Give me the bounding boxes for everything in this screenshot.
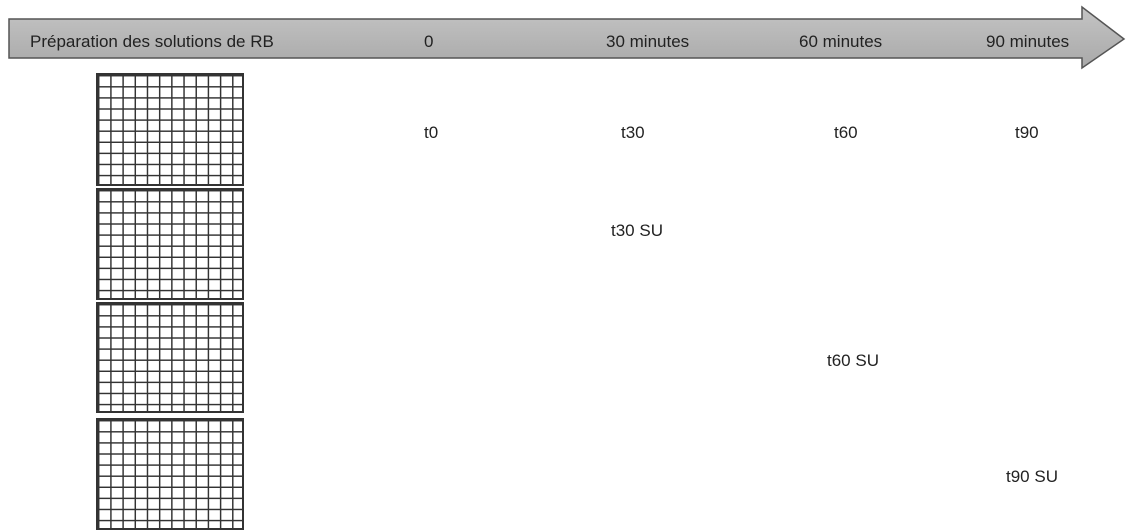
timeline-tick-90: 90 minutes bbox=[986, 32, 1070, 51]
sample-label-t0: t0 bbox=[424, 123, 439, 142]
well-plate-3 bbox=[96, 302, 244, 413]
sample-label-t60-su: t60 SU bbox=[827, 351, 879, 370]
preparation-label: Préparation des solutions de RB bbox=[30, 32, 274, 51]
sample-label-t30: t30 bbox=[621, 123, 645, 142]
sample-label-t60: t60 bbox=[834, 123, 858, 142]
sample-label-t90: t90 bbox=[1015, 123, 1039, 142]
well-plate-2 bbox=[96, 188, 244, 300]
well-plate-4 bbox=[96, 418, 244, 530]
timeline-tick-0: 0 bbox=[424, 32, 434, 51]
sample-label-t90-su: t90 SU bbox=[1006, 467, 1058, 486]
timeline-tick-30: 30 minutes bbox=[606, 32, 690, 51]
well-plate-1 bbox=[96, 73, 244, 186]
timeline-tick-60: 60 minutes bbox=[799, 32, 883, 51]
timeline-arrow bbox=[8, 5, 1126, 70]
sample-label-t30-su: t30 SU bbox=[611, 221, 663, 240]
